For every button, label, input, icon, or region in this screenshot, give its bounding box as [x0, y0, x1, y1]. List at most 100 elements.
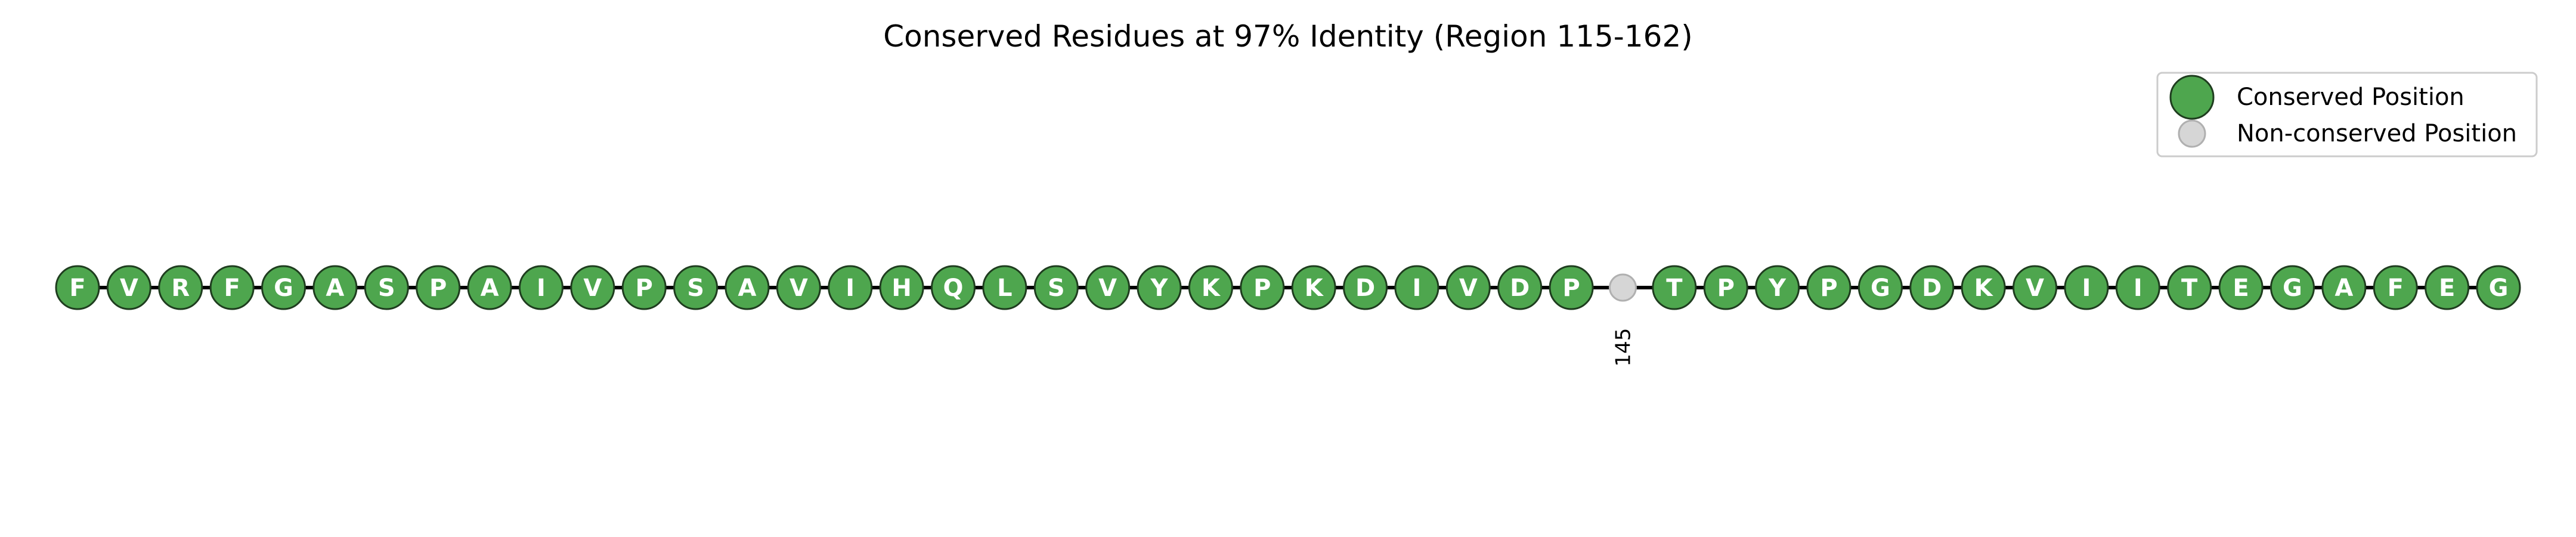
- residue-letter: I: [2134, 274, 2142, 302]
- conserved-residue-marker: [1497, 265, 1543, 310]
- residue-letter: G: [2489, 274, 2509, 302]
- conserved-residue-marker: [1137, 265, 1182, 310]
- residue-letter: K: [1305, 274, 1324, 302]
- conserved-residue-marker: [776, 265, 821, 310]
- residue-letter: K: [1202, 274, 1221, 302]
- conserved-residue-marker: [1445, 265, 1491, 310]
- residue-letter: D: [1922, 274, 1942, 302]
- residue-letter: F: [2388, 274, 2404, 302]
- legend-conserved-label: Conserved Position: [2237, 84, 2464, 111]
- conserved-residue-marker: [1549, 265, 1594, 310]
- residue-letter: L: [997, 274, 1013, 302]
- conserved-residue-marker: [1909, 265, 1955, 310]
- conserved-residue-marker: [931, 265, 976, 310]
- residue-letter: I: [537, 274, 546, 302]
- conserved-residue-marker: [621, 265, 667, 310]
- residue-letter: S: [1048, 274, 1065, 302]
- residue-letter: G: [274, 274, 293, 302]
- residue-letter: P: [1562, 274, 1580, 302]
- conserved-residue-marker: [570, 265, 615, 310]
- conserved-residue-marker: [2476, 265, 2521, 310]
- residue-letter: A: [326, 274, 344, 302]
- residue-letter: V: [1098, 274, 1117, 302]
- conserved-residue-marker: [828, 265, 873, 310]
- conserved-residue-marker: [1188, 265, 1233, 310]
- residue-letter: I: [2082, 274, 2091, 302]
- conserved-residue-marker: [1857, 265, 1903, 310]
- residue-letter: E: [2233, 274, 2249, 302]
- conserved-residue-marker: [724, 265, 770, 310]
- residue-letter: I: [846, 274, 854, 302]
- residue-letter: E: [2439, 274, 2455, 302]
- residue-letter: P: [636, 274, 653, 302]
- conserved-residue-marker: [55, 265, 100, 310]
- residue-letter: T: [2181, 274, 2198, 302]
- residue-letter: T: [1666, 274, 1683, 302]
- legend-nonconserved-swatch: [2178, 119, 2206, 148]
- conserved-residue-marker: [2167, 265, 2212, 310]
- conserved-residue-marker: [106, 265, 151, 310]
- residue-letter: V: [789, 274, 808, 302]
- conserved-residue-marker: [2373, 265, 2418, 310]
- conserved-residue-marker: [467, 265, 512, 310]
- residue-track: F V R F G A S P A I V P S A V I H Q L S V Y K P K D I V D P 145 T P Y P G D K…: [55, 265, 2521, 367]
- conserved-residue-marker: [2064, 265, 2109, 310]
- conserved-residue-marker: [1240, 265, 1285, 310]
- conserved-residue-marker: [2425, 265, 2470, 310]
- residue-letter: A: [2334, 274, 2353, 302]
- conserved-residue-marker: [1343, 265, 1388, 310]
- residue-letter: P: [429, 274, 447, 302]
- conserved-residue-marker: [158, 265, 203, 310]
- residue-letter: Y: [1150, 274, 1169, 302]
- conserved-residue-marker: [982, 265, 1027, 310]
- conserved-residue-marker: [209, 265, 255, 310]
- conserved-residue-marker: [312, 265, 358, 310]
- chart-title: Conserved Residues at 97% Identity (Regi…: [883, 19, 1693, 54]
- residue-letter: D: [1510, 274, 1530, 302]
- residue-letter: F: [224, 274, 240, 302]
- residue-letter: D: [1355, 274, 1375, 302]
- conserved-residue-marker: [1755, 265, 1800, 310]
- legend-conserved-swatch: [2169, 75, 2215, 120]
- legend-frame: [2156, 72, 2538, 158]
- residue-letter: G: [2283, 274, 2302, 302]
- residue-letter: I: [1413, 274, 1422, 302]
- conserved-residue-marker: [2270, 265, 2315, 310]
- residue-letter: P: [1820, 274, 1837, 302]
- residue-letter: V: [583, 274, 602, 302]
- conserved-residue-marker: [1085, 265, 1131, 310]
- residue-letter: A: [481, 274, 499, 302]
- conserved-residue-marker: [364, 265, 409, 310]
- residue-letter: G: [1871, 274, 1890, 302]
- conserved-residue-marker: [1806, 265, 1852, 310]
- residue-letter: P: [1717, 274, 1735, 302]
- non-conserved-residue-marker: [1608, 273, 1637, 302]
- conserved-residue-marker: [1652, 265, 1697, 310]
- conserved-residue-marker: [1033, 265, 1079, 310]
- conserved-residue-marker: [1961, 265, 2006, 310]
- conserved-residue-marker: [673, 265, 719, 310]
- residue-letter: Q: [943, 274, 964, 302]
- residue-letter: R: [171, 274, 190, 302]
- residue-letter: K: [1974, 274, 1994, 302]
- residue-letter: V: [120, 274, 138, 302]
- conserved-residue-marker: [2321, 265, 2367, 310]
- conserved-residue-marker: [2218, 265, 2264, 310]
- residue-letter: A: [738, 274, 756, 302]
- legend-nonconserved-label: Non-conserved Position: [2237, 120, 2517, 147]
- conserved-residue-marker: [1394, 265, 1439, 310]
- residue-letter: S: [687, 274, 704, 302]
- residue-letter: H: [891, 274, 911, 302]
- residue-letter: F: [69, 274, 85, 302]
- legend: Conserved Position Non-conserved Positio…: [2156, 72, 2538, 158]
- conserved-residue-marker: [2012, 265, 2058, 310]
- conserved-residue-marker: [416, 265, 461, 310]
- residue-letter: V: [1459, 274, 1478, 302]
- residue-letter: S: [378, 274, 395, 302]
- position-label: 145: [1611, 328, 1635, 367]
- conserved-residue-marker: [1291, 265, 1336, 310]
- conserved-residue-marker: [518, 265, 564, 310]
- residue-letter: Y: [1768, 274, 1787, 302]
- residue-letter: V: [2026, 274, 2044, 302]
